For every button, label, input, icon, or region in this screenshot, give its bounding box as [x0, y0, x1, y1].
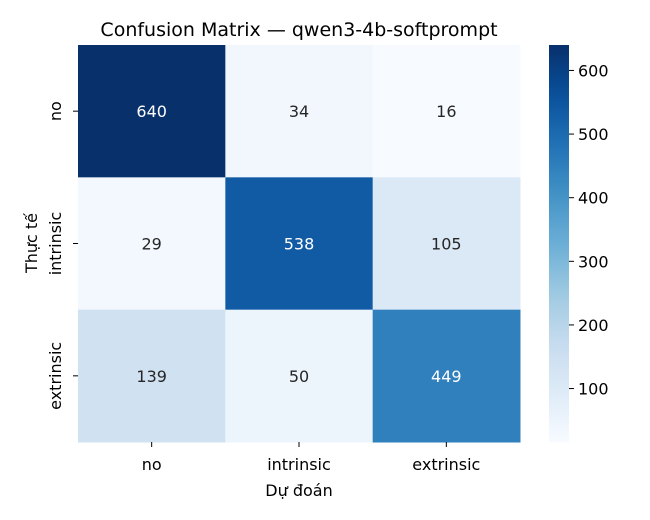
heatmap-cell	[225, 177, 374, 311]
heatmap-cell	[372, 177, 521, 311]
cell-value-label: 50	[289, 367, 309, 386]
colorbar-tick-label: 300	[578, 252, 609, 271]
x-axis-ticks: no intrinsic extrinsic	[142, 442, 480, 474]
heatmap-cell	[78, 177, 226, 311]
y-axis-ticks: no intrinsic extrinsic	[46, 101, 78, 410]
heatmap-cell	[78, 309, 226, 443]
y-tick-label: no	[46, 101, 65, 121]
x-tick-label: no	[142, 455, 162, 474]
y-tick-label: extrinsic	[46, 342, 65, 410]
colorbar-tick-label: 100	[578, 380, 609, 399]
colorbar	[549, 45, 569, 442]
colorbar-ticks: 100 200 300 400 500 600	[569, 61, 609, 399]
cell-value-label: 538	[284, 235, 315, 254]
colorbar-tick-label: 500	[578, 125, 609, 144]
heatmap-cell	[372, 45, 521, 178]
colorbar-tick-label: 400	[578, 189, 609, 208]
colorbar-tick-label: 600	[578, 61, 609, 80]
x-tick-label: extrinsic	[412, 455, 480, 474]
cell-value-label: 16	[436, 102, 456, 121]
heatmap-cell	[225, 45, 374, 178]
heatmap-cell	[78, 45, 226, 178]
heatmap-cell	[372, 309, 521, 443]
x-tick-label: intrinsic	[267, 455, 331, 474]
y-tick-label: intrinsic	[46, 212, 65, 276]
cell-value-label: 640	[136, 102, 167, 121]
cell-value-label: 105	[431, 235, 462, 254]
colorbar-tick-label: 200	[578, 316, 609, 335]
chart-title: Confusion Matrix — qwen3-4b-softprompt	[100, 19, 497, 41]
heatmap-cell	[225, 309, 374, 443]
cell-value-label: 139	[136, 367, 167, 386]
cell-value-label: 34	[289, 102, 309, 121]
heatmap-cells: 640 34 16 29 538 105 139 50 449	[78, 45, 521, 443]
x-axis-label: Dự đoán	[265, 481, 332, 500]
cell-value-label: 29	[141, 235, 161, 254]
cell-value-label: 449	[431, 367, 462, 386]
y-axis-label: Thực tế	[22, 213, 41, 274]
